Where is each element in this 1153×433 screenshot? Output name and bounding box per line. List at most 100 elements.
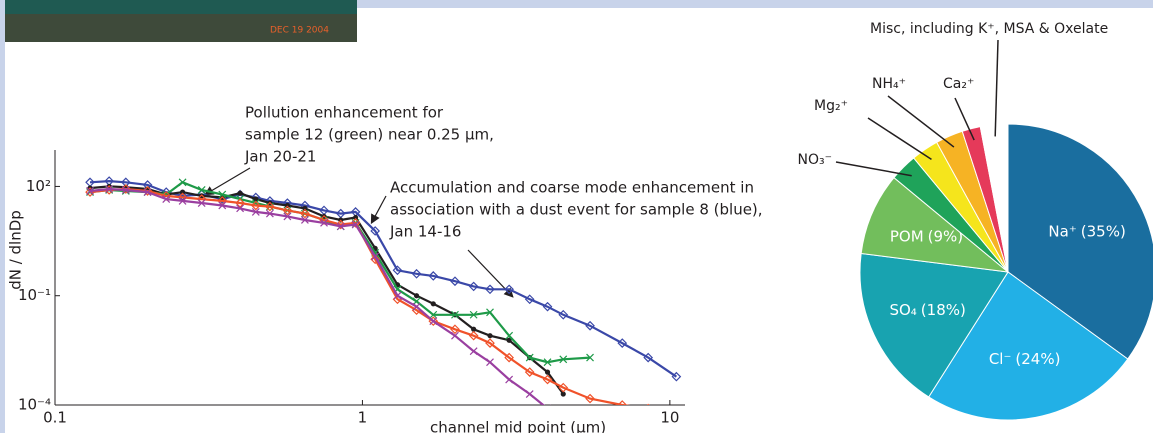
marker <box>162 195 171 203</box>
pie-slice <box>979 123 1009 273</box>
marker <box>486 308 494 317</box>
marker <box>370 226 381 236</box>
marker <box>585 320 595 331</box>
marker <box>218 190 227 199</box>
slice-value-label: (18%) <box>921 300 966 318</box>
marker <box>617 400 628 405</box>
marker <box>524 367 535 377</box>
marker <box>253 196 259 202</box>
y-tick-label: 10⁻¹ <box>18 286 51 304</box>
marker <box>505 375 514 384</box>
marker <box>121 186 130 194</box>
marker <box>485 284 495 295</box>
slice-label: Cl⁻ (24%) <box>989 350 1061 368</box>
series-line <box>89 187 631 405</box>
leader-line <box>954 97 975 141</box>
marker <box>412 302 421 311</box>
slice-label: Mg₂⁺ <box>814 98 848 114</box>
leader-line <box>835 161 912 177</box>
marker <box>544 369 551 375</box>
series-line <box>89 187 545 405</box>
marker <box>506 337 512 343</box>
slice-value-label: (35%) <box>1081 222 1126 240</box>
marker <box>429 317 438 326</box>
marker <box>371 252 380 261</box>
marker <box>505 331 514 340</box>
marker <box>178 197 187 205</box>
marker <box>351 220 360 229</box>
annotation: Pollution enhancement for <box>245 104 444 122</box>
pie-slice <box>859 252 1009 398</box>
leader-line <box>887 95 955 148</box>
marker <box>370 254 381 265</box>
marker <box>558 382 569 393</box>
photo-stamp: DEC 19 2004 <box>270 26 329 36</box>
marker <box>542 301 553 312</box>
marker <box>411 268 422 279</box>
side-band <box>0 0 5 433</box>
marker <box>235 198 245 208</box>
pie-slice <box>1007 123 1153 360</box>
marker <box>485 338 495 348</box>
marker <box>504 352 514 363</box>
marker <box>429 310 438 319</box>
x-tick-label: 1 <box>358 409 368 427</box>
slice-category: Na⁺ <box>1048 222 1076 240</box>
y-tick-label: 10² <box>26 177 51 195</box>
marker <box>560 391 566 397</box>
marker <box>265 209 274 218</box>
annotation-arrow <box>370 195 387 225</box>
marker <box>504 284 514 295</box>
marker <box>585 393 595 404</box>
marker <box>544 404 551 405</box>
annotation: Accumulation and coarse mode enhancement… <box>390 179 754 197</box>
annotation: sample 12 (green) near 0.25 μm, <box>245 126 494 144</box>
series-line <box>89 179 678 378</box>
marker <box>105 185 114 193</box>
slice-value-label: (24%) <box>1015 350 1060 368</box>
marker <box>542 374 553 385</box>
marker <box>236 204 245 213</box>
slice-value-label: (9%) <box>928 227 964 245</box>
marker <box>428 271 439 281</box>
slice-category: Cl⁻ <box>989 350 1012 368</box>
marker <box>468 330 479 341</box>
x-tick-label: 10 <box>660 409 679 427</box>
marker <box>617 338 628 348</box>
y-tick-label: 10⁻⁴ <box>18 396 51 414</box>
slice-label: Misc, including K⁺, MSA & Oxelate <box>870 21 1108 37</box>
marker <box>524 294 535 305</box>
marker <box>469 347 478 356</box>
leader-line <box>994 39 999 137</box>
slice-label: Ca₂⁺ <box>943 76 974 92</box>
slice-label: SO₄ (18%) <box>889 300 965 318</box>
marker <box>143 188 152 196</box>
marker <box>250 200 261 211</box>
marker <box>558 309 569 320</box>
marker <box>237 190 243 196</box>
slice-label: Na⁺ (35%) <box>1048 222 1125 240</box>
marker <box>451 310 459 319</box>
marker <box>468 281 479 292</box>
pie-slice <box>928 271 1129 421</box>
plot-area <box>85 176 682 405</box>
annotation: Jan 14-16 <box>389 223 461 241</box>
x-axis-label: channel mid point (μm) <box>430 419 606 433</box>
marker <box>283 212 292 221</box>
x-tick-label: 0.1 <box>43 409 67 427</box>
marker <box>393 291 402 300</box>
marker <box>320 218 328 227</box>
marker <box>671 371 682 382</box>
leader-line <box>867 117 932 161</box>
marker <box>251 207 260 216</box>
marker <box>487 333 493 339</box>
marker <box>336 222 345 231</box>
slice-label: NO₃⁻ <box>798 152 833 168</box>
slice-label: POM (9%) <box>890 227 963 245</box>
marker <box>86 187 94 195</box>
marker <box>471 326 477 332</box>
marker <box>284 202 290 209</box>
marker <box>218 201 227 210</box>
slice-category: SO₄ <box>889 300 916 318</box>
